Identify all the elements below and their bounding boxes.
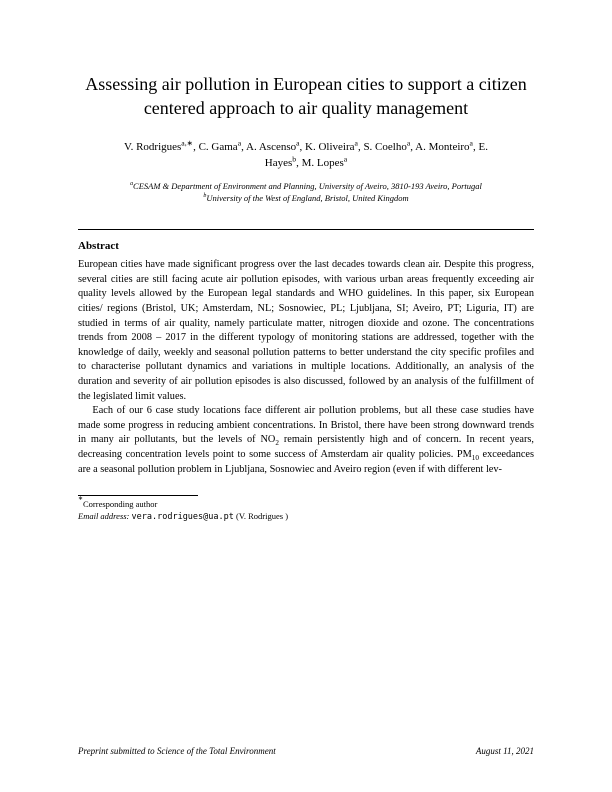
authors-list: V. Rodriguesa,∗, C. Gamaa, A. Ascensoa, … <box>116 139 496 172</box>
footer-left: Preprint submitted to Science of the Tot… <box>78 746 276 756</box>
abstract-heading: Abstract <box>78 240 534 252</box>
page-footer: Preprint submitted to Science of the Tot… <box>78 746 534 756</box>
footnote-rule <box>78 495 198 496</box>
affiliations: aCESAM & Department of Environment and P… <box>78 180 534 206</box>
footnotes: ∗Corresponding author Email address: ver… <box>78 499 534 524</box>
affiliation-a: aCESAM & Department of Environment and P… <box>78 180 534 193</box>
paper-title: Assessing air pollution in European citi… <box>78 72 534 121</box>
abstract-paragraph-2: Each of our 6 case study locations face … <box>78 404 534 477</box>
footer-right: August 11, 2021 <box>476 746 534 756</box>
affiliation-b: bUniversity of the West of England, Bris… <box>78 192 534 205</box>
title-divider <box>78 229 534 230</box>
abstract-paragraph-1: European cities have made significant pr… <box>78 258 534 404</box>
abstract-body: European cities have made significant pr… <box>78 258 534 477</box>
footnote-email: Email address: vera.rodrigues@ua.pt (V. … <box>78 511 534 524</box>
footnote-corresponding: ∗Corresponding author <box>78 499 534 511</box>
